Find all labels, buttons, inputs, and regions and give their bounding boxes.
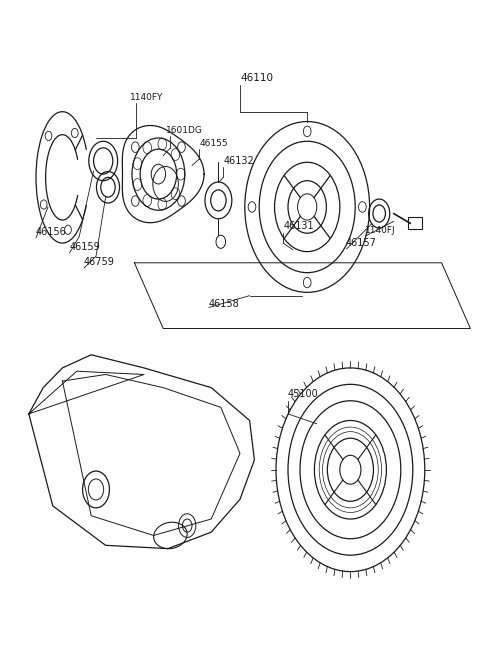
Text: 46155: 46155 <box>199 139 228 148</box>
Text: 45100: 45100 <box>288 390 319 399</box>
Text: 46132: 46132 <box>223 156 254 166</box>
Text: 46157: 46157 <box>346 238 376 248</box>
FancyBboxPatch shape <box>408 217 422 229</box>
Text: 46158: 46158 <box>209 299 240 309</box>
Text: 1601DG: 1601DG <box>166 125 203 135</box>
Text: 46156: 46156 <box>36 227 67 237</box>
Text: 1140FJ: 1140FJ <box>365 225 396 235</box>
Text: 46159: 46159 <box>70 242 100 252</box>
Text: 1140FY: 1140FY <box>130 93 163 102</box>
Text: 46110: 46110 <box>240 74 273 83</box>
Text: 46759: 46759 <box>84 257 115 267</box>
Text: 46131: 46131 <box>283 221 314 231</box>
